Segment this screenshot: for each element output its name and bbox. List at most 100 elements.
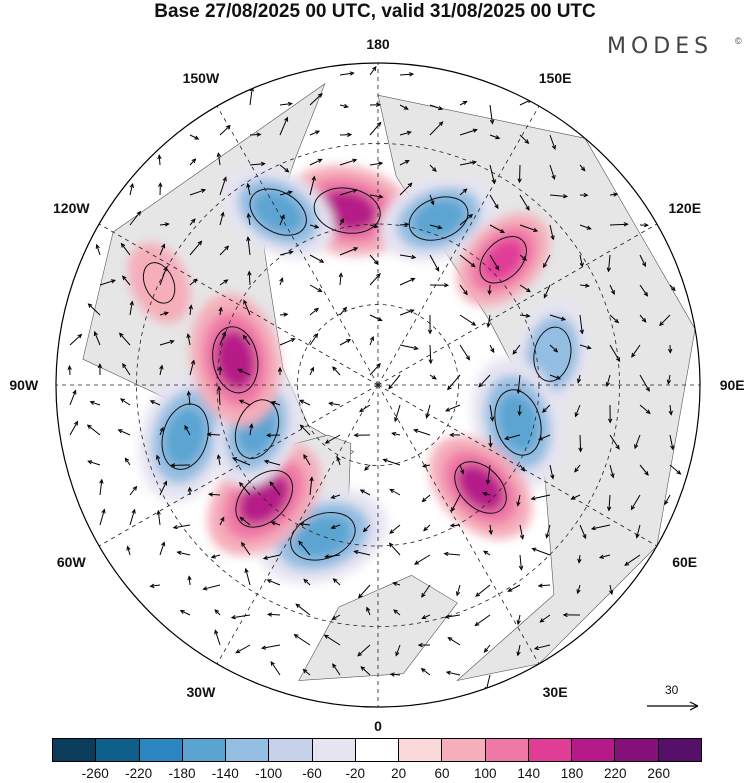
wind-vector (206, 432, 221, 437)
wind-vector (631, 344, 641, 358)
wind-vector (189, 158, 197, 166)
wind-vector (609, 314, 620, 324)
wind-vector (332, 663, 341, 676)
colorbar-tick-label: 100 (474, 766, 497, 781)
wind-vector (543, 254, 551, 269)
wind-vector (129, 182, 134, 196)
wind-vector (189, 218, 196, 226)
wind-vector (455, 584, 461, 597)
wind-vector (578, 434, 583, 453)
wind-vector (95, 243, 101, 256)
wind-vector (388, 374, 401, 390)
colorbar-tick-label: -20 (345, 766, 366, 781)
wind-vector (238, 399, 251, 406)
wind-vector (609, 434, 620, 450)
wind-vector (369, 254, 379, 265)
wind-vector (570, 494, 581, 500)
wind-vector (277, 366, 283, 375)
wind-vector (324, 554, 341, 559)
colorbar-tick-label: -60 (302, 766, 322, 781)
wind-vector (539, 614, 551, 623)
wind-vector (267, 612, 281, 617)
wind-vector (246, 236, 251, 256)
wind-vector (447, 636, 461, 646)
wind-vector (279, 214, 285, 226)
contour-line (235, 470, 293, 528)
wind-vector (639, 284, 649, 297)
wind-vector (69, 420, 79, 436)
wind-vector (664, 494, 671, 506)
wind-vector (399, 254, 417, 260)
wind-vector (186, 390, 192, 406)
wind-vector (399, 182, 413, 196)
wind-vector (519, 194, 530, 211)
wind-vector (391, 431, 401, 437)
wind-vector (429, 121, 444, 136)
wind-vector (230, 614, 251, 620)
wind-vector (336, 456, 341, 466)
wind-vector (483, 644, 491, 653)
wind-vector (574, 404, 581, 418)
anomaly-blob (164, 407, 207, 467)
wind-vector (124, 457, 131, 466)
wind-vector (339, 158, 358, 166)
wind-vector (299, 399, 311, 406)
wind-vector (669, 464, 682, 475)
wind-vector (119, 398, 131, 406)
wind-vector (445, 670, 461, 676)
wind-vector (216, 385, 222, 406)
wind-vector (303, 578, 311, 586)
wind-vector (579, 524, 587, 540)
wind-vector (279, 116, 289, 136)
wind-vector (459, 284, 468, 296)
wind-vector (189, 240, 203, 256)
anomaly-contours (142, 187, 572, 561)
wind-vector (394, 404, 401, 423)
wind-vector (549, 344, 559, 353)
wind-vector (624, 554, 641, 566)
wind-vector (427, 314, 433, 335)
wind-vector (170, 463, 191, 468)
wind-vector (399, 309, 415, 316)
wind-vector (366, 606, 371, 616)
contour-line (494, 389, 542, 456)
wind-vector (309, 93, 323, 106)
meridian-line (216, 384, 379, 665)
wind-vector (158, 182, 163, 196)
wind-vector (149, 583, 161, 589)
colorbar-segment (355, 739, 400, 761)
wind-vector (668, 404, 673, 416)
wind-vector (156, 509, 161, 526)
wind-vector (157, 154, 162, 166)
wind-vector (369, 121, 382, 136)
wind-vector (519, 464, 526, 472)
wind-vector (188, 304, 193, 316)
wind-vector (295, 603, 311, 616)
wind-vector (579, 283, 591, 288)
wind-vector (263, 459, 281, 466)
wind-vector (489, 134, 501, 140)
graticule (56, 63, 700, 707)
wind-vector (486, 314, 491, 328)
anomaly-blob (457, 464, 504, 511)
wind-vector (562, 612, 581, 618)
wind-vector (87, 303, 101, 316)
wind-vector (121, 275, 131, 286)
wind-vector (241, 541, 251, 556)
wind-vector (330, 494, 341, 499)
wind-vector (533, 644, 551, 651)
colorbar-tick-label: 20 (391, 766, 407, 781)
colorbar-segment (528, 739, 573, 761)
wind-vector (159, 222, 170, 227)
wind-vector (214, 609, 221, 616)
wind-vector (579, 344, 592, 350)
wind-vector (93, 330, 101, 346)
wind-vector (459, 344, 471, 361)
contour-line (313, 187, 381, 234)
wind-vector (247, 270, 252, 286)
wind-vector (309, 130, 321, 136)
wind-vector (382, 458, 401, 466)
wind-vector (189, 188, 207, 196)
wind-vector (309, 224, 320, 229)
wind-vector (219, 331, 226, 346)
